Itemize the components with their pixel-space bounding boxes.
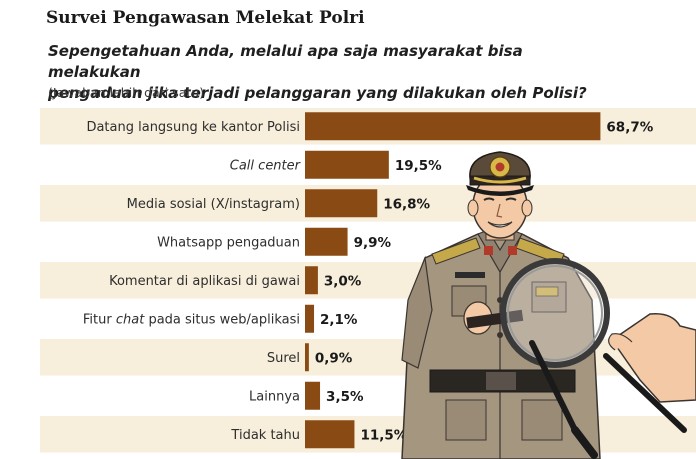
value-label: 3,5% <box>326 389 364 405</box>
category-label: Komentar di aplikasi di gawai <box>109 274 300 289</box>
police-officer-figure <box>401 151 601 459</box>
survey-question-line-2: pengaduan jika terjadi pelanggaran yang … <box>48 84 587 102</box>
bar <box>305 381 321 410</box>
category-label: Whatsapp pengaduan <box>157 235 300 250</box>
chart-title: Survei Pengawasan Melekat Polri <box>46 8 365 28</box>
value-label: 68,7% <box>606 119 653 135</box>
bar <box>305 112 601 141</box>
answer-note: (Jawaban lebih dari satu) <box>48 85 205 100</box>
value-label: 11,5% <box>360 427 407 443</box>
category-label: Tidak tahu <box>230 428 300 443</box>
value-label: 3,0% <box>324 273 362 289</box>
bar <box>305 227 348 256</box>
survey-question-line-1: Sepengetahuan Anda, melalui apa saja mas… <box>48 42 523 81</box>
value-label: 2,1% <box>320 312 358 328</box>
category-label: Media sosial (X/instagram) <box>127 197 300 212</box>
bar <box>305 420 355 449</box>
hand-holding-pen-icon <box>603 313 696 433</box>
bar <box>305 343 309 372</box>
value-label: 19,5% <box>395 158 442 174</box>
bar <box>305 189 378 218</box>
magnifying-glass-icon <box>500 258 610 459</box>
category-label: Surel <box>267 351 300 366</box>
category-label: Lainnya <box>249 389 300 404</box>
category-label: Fitur chat pada situs web/aplikasi <box>83 312 300 327</box>
category-label: Call center <box>230 158 302 173</box>
bar <box>305 266 318 295</box>
survey-question: Sepengetahuan Anda, melalui apa saja mas… <box>48 41 608 104</box>
category-label: Datang langsung ke kantor Polisi <box>86 120 300 135</box>
value-label: 9,9% <box>354 235 392 251</box>
value-label: 0,9% <box>315 350 353 366</box>
bar <box>305 150 389 179</box>
value-label: 16,8% <box>383 196 430 212</box>
bar <box>305 304 315 333</box>
